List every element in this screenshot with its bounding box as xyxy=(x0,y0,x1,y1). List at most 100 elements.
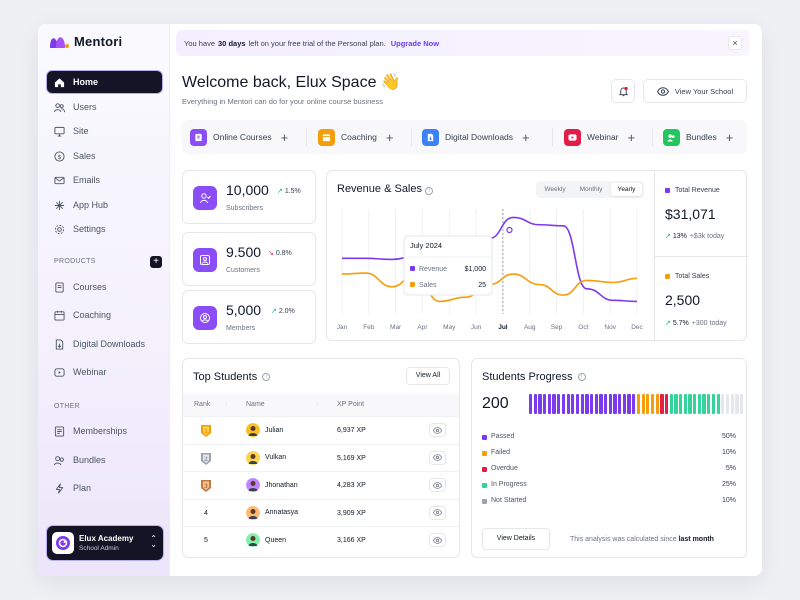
progress-segment xyxy=(552,394,556,414)
sidebar-item-app-hub[interactable]: App Hub xyxy=(47,194,162,216)
analysis-period: last month xyxy=(678,536,714,543)
add-product-button[interactable]: + xyxy=(150,256,162,268)
tooltip-revenue-label: Revenue xyxy=(419,266,447,273)
plus-icon[interactable]: + xyxy=(725,129,734,145)
tooltip-revenue-value: $1,000 xyxy=(465,266,487,273)
student-name: Queen xyxy=(246,533,286,547)
progress-segment xyxy=(660,394,664,414)
main-content: You have 30 days left on your free trial… xyxy=(170,24,762,576)
view-student-button[interactable] xyxy=(429,533,446,547)
x-tick-label: Jul xyxy=(498,324,508,331)
stat-label: Subscribers xyxy=(226,205,263,212)
plus-icon[interactable]: + xyxy=(522,129,530,145)
legend-swatch xyxy=(482,467,487,472)
table-row[interactable]: 4 Annatasya 3,909 XP xyxy=(183,498,459,526)
close-icon[interactable]: × xyxy=(728,36,742,50)
progress-segment xyxy=(739,394,744,414)
progress-segment xyxy=(543,394,547,414)
progress-segment xyxy=(716,394,720,414)
table-row[interactable]: 1 Julian 6,937 XP xyxy=(183,416,459,443)
sidebar-item-memberships[interactable]: Memberships xyxy=(47,420,162,442)
view-student-button[interactable] xyxy=(429,423,446,437)
tab-webinar[interactable]: Webinar + xyxy=(564,120,635,154)
sidebar-item-emails[interactable]: Emails xyxy=(47,169,162,191)
sidebar-item-home[interactable]: Home xyxy=(47,71,162,93)
progress-segment xyxy=(683,394,687,414)
kpi-label: Total Revenue xyxy=(675,187,720,194)
info-icon[interactable]: i xyxy=(262,373,271,381)
legend-percent: 10% xyxy=(721,449,736,456)
progress-segment xyxy=(664,394,669,414)
divider xyxy=(652,128,653,146)
progress-segment xyxy=(585,394,589,414)
sidebar-item-site[interactable]: Site xyxy=(47,120,162,142)
tab-bundles[interactable]: Bundles + xyxy=(663,120,733,154)
sidebar-item-digital-downloads[interactable]: Digital Downloads xyxy=(47,333,162,355)
view-all-button[interactable]: View All xyxy=(406,367,450,385)
site-icon xyxy=(54,126,65,137)
tab-online-courses[interactable]: Online Courses + xyxy=(190,120,288,154)
tooltip-title: July 2024 xyxy=(410,241,442,250)
sidebar-item-label: Webinar xyxy=(73,367,107,377)
progress-segment xyxy=(632,394,636,414)
kpi-total-revenue-change: ↗ 13% +$3k today xyxy=(665,232,724,240)
view-details-button[interactable]: View Details xyxy=(482,528,550,550)
notification-button[interactable] xyxy=(611,79,635,103)
tab-digital-downloads[interactable]: Digital Downloads + xyxy=(422,120,530,154)
table-row[interactable]: 5 Queen 3,166 XP xyxy=(183,526,459,553)
progress-segment xyxy=(529,394,533,414)
x-tick-label: Jan xyxy=(337,324,348,331)
info-icon[interactable]: i xyxy=(577,373,586,381)
info-icon[interactable]: i xyxy=(425,187,434,195)
sidebar-item-coaching[interactable]: Coaching xyxy=(47,304,162,326)
period-weekly[interactable]: Weekly xyxy=(544,186,566,193)
x-tick-label: Nov xyxy=(604,324,616,331)
upgrade-now-link[interactable]: Upgrade Now xyxy=(390,38,440,48)
view-student-button[interactable] xyxy=(429,478,446,492)
sidebar-item-courses[interactable]: Courses xyxy=(47,276,162,298)
column-header[interactable]: Rank xyxy=(194,401,211,408)
divider xyxy=(552,128,553,146)
logo[interactable]: Mentori xyxy=(49,34,122,49)
page-title: Welcome back, Elux Space 👋 xyxy=(182,74,401,91)
sidebar-item-label: Digital Downloads xyxy=(73,339,146,349)
eye-icon xyxy=(433,426,442,434)
sidebar-item-bundles[interactable]: Bundles xyxy=(47,449,162,471)
table-row[interactable]: 2 Vulkan 5,169 XP xyxy=(183,443,459,471)
plus-icon[interactable]: + xyxy=(627,129,636,145)
card-title-text: Top Students xyxy=(193,371,258,383)
view-school-button[interactable]: View Your School xyxy=(643,79,747,103)
silver-medal-icon: 2 xyxy=(201,452,211,465)
sidebar-item-users[interactable]: Users xyxy=(47,96,162,118)
account-switcher[interactable]: Elux Academy School Admin ⌃ ⌄ xyxy=(47,526,163,560)
view-student-button[interactable] xyxy=(429,450,446,465)
column-header[interactable]: Name xyxy=(246,401,265,408)
progress-segment xyxy=(589,394,594,414)
svg-text:$: $ xyxy=(57,152,61,160)
plus-icon[interactable]: + xyxy=(385,129,394,145)
period-yearly[interactable]: Yearly xyxy=(611,183,642,196)
progress-segment xyxy=(613,394,617,414)
tab-coaching[interactable]: Coaching + xyxy=(318,120,394,154)
sidebar-item-plan[interactable]: Plan xyxy=(47,477,162,499)
x-tick-label: May xyxy=(443,324,456,331)
column-divider: ⁝ xyxy=(225,402,228,409)
progress-segment xyxy=(533,394,537,414)
column-header[interactable]: XP Point xyxy=(337,401,365,408)
xp-points: 4,283 XP xyxy=(337,482,366,489)
arrow-up-icon: ↗ xyxy=(271,308,277,315)
view-student-button[interactable] xyxy=(429,505,446,520)
table-row[interactable]: 3 Jhonathan 4,283 XP xyxy=(183,471,459,498)
avatar xyxy=(246,505,260,520)
sidebar-item-label: Plan xyxy=(73,483,92,493)
sidebar-item-settings[interactable]: Settings xyxy=(47,218,162,240)
plus-icon[interactable]: + xyxy=(280,129,289,145)
period-monthly[interactable]: Monthly xyxy=(579,186,603,193)
x-tick-label: Sep xyxy=(551,324,563,331)
sidebar-item-webinar[interactable]: Webinar xyxy=(47,361,162,383)
stat-change: ↗ 1.5% xyxy=(277,187,301,195)
sidebar-item-sales[interactable]: $ Sales xyxy=(47,145,162,167)
progress-segment xyxy=(646,394,650,414)
progress-segment xyxy=(575,394,580,414)
eye-icon xyxy=(433,481,442,489)
